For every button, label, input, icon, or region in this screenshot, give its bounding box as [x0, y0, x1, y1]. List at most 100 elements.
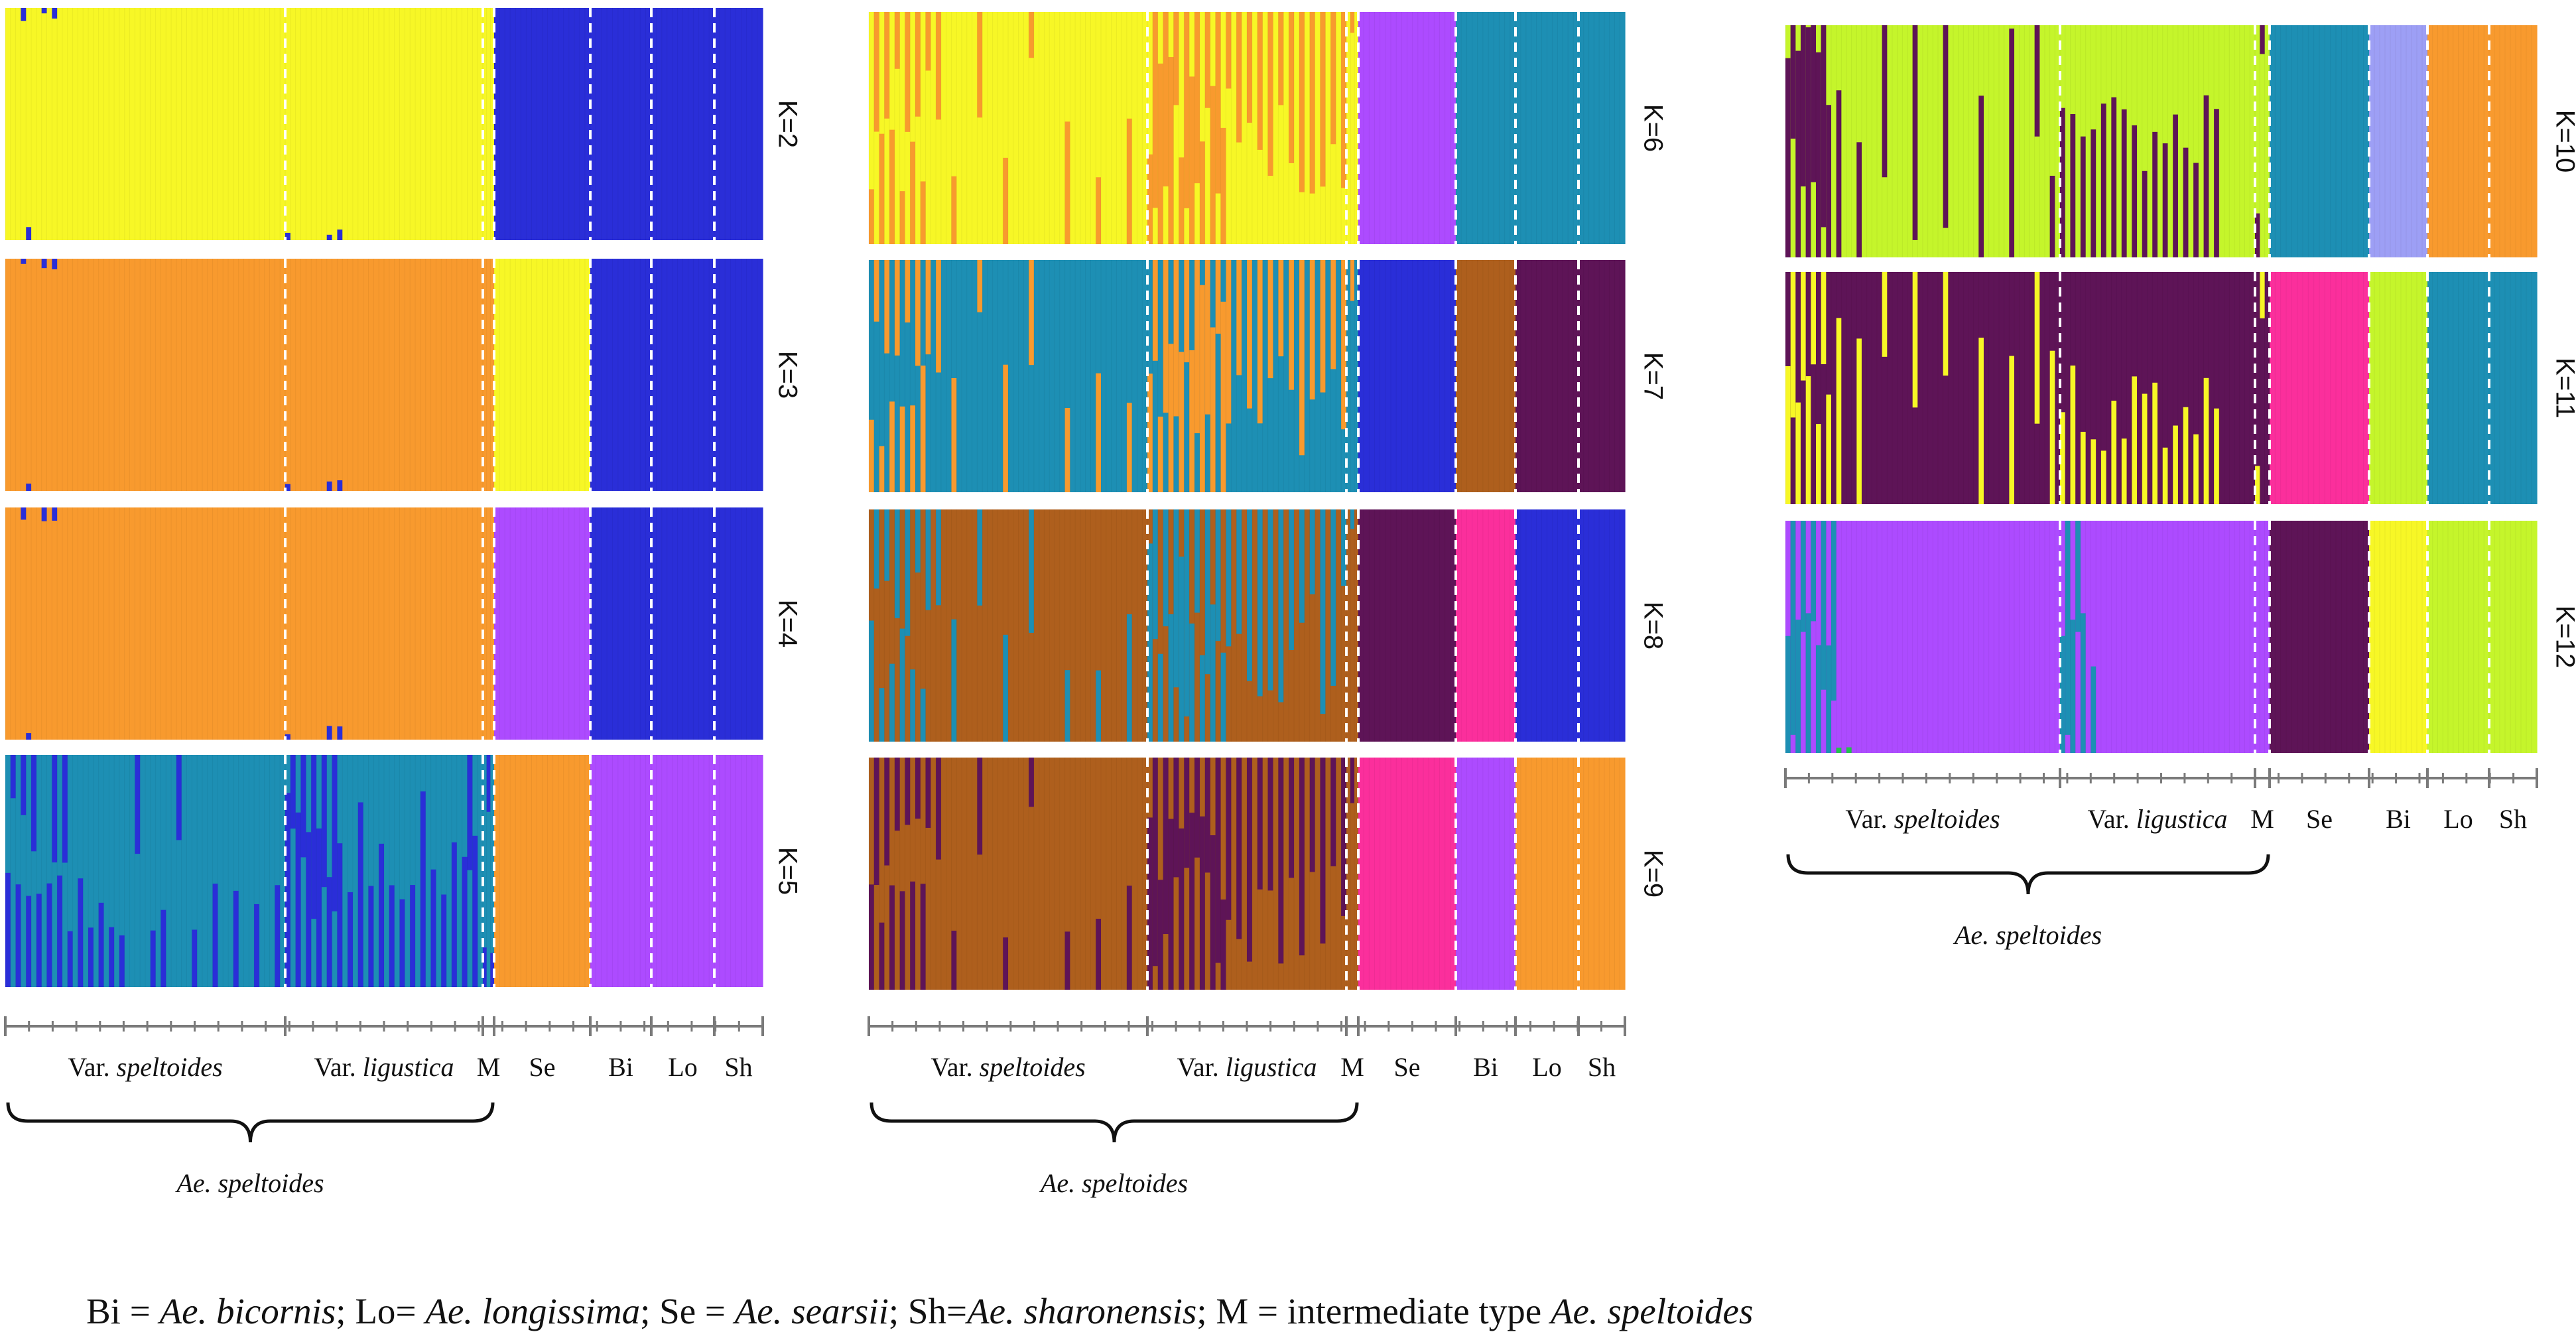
bar-Lo-9 — [698, 8, 704, 240]
bar-segment-admix — [1152, 260, 1159, 361]
bar-spV-17 — [956, 260, 962, 492]
bar-spV-0 — [868, 758, 875, 990]
bar-spV-6 — [899, 12, 906, 244]
bar-Bi-8 — [1498, 260, 1506, 492]
bar-segment-admix — [1309, 758, 1316, 872]
bar-segment-main — [629, 8, 635, 240]
group-label-var-ligustica: Var. ligustica — [1177, 1052, 1317, 1082]
bar-Se-13 — [1428, 509, 1435, 742]
bar-segment-main — [1494, 509, 1500, 742]
bar-liV-24 — [409, 507, 416, 740]
bar-segment-main — [212, 259, 218, 491]
bar-liV-8 — [2100, 25, 2107, 257]
bar-liV-1 — [290, 507, 296, 740]
bar-Lo-3 — [2442, 25, 2449, 257]
bar-segment-main — [899, 260, 906, 492]
bar-segment-main — [2264, 272, 2270, 504]
bar-Bi-7 — [2406, 25, 2412, 257]
bar-segment-main — [161, 507, 166, 740]
bar-Bi-9 — [1504, 12, 1511, 244]
bar-spV-10 — [920, 509, 927, 742]
group-label-sh: Sh — [724, 1052, 752, 1082]
bar-spV-40 — [212, 507, 218, 740]
bar-spV-2 — [879, 509, 885, 742]
bar-Sh-3 — [1593, 12, 1600, 244]
bar-segment-main — [656, 755, 663, 987]
bar-segment-main — [1494, 12, 1500, 244]
bar-spV-15 — [946, 509, 952, 742]
bar-liV-32 — [1315, 509, 1321, 742]
bar-segment-main — [321, 8, 328, 240]
bar-segment-admix — [910, 141, 916, 244]
bar-Se-16 — [1445, 758, 1451, 990]
bar-spV-22 — [982, 758, 988, 990]
bar-segment-admix — [1226, 758, 1232, 920]
bar-segment-admix — [889, 129, 895, 244]
bar-segment-main — [688, 259, 694, 491]
bar-segment-main — [552, 8, 559, 240]
bar-spV-49 — [1121, 758, 1127, 990]
bar-segment-main — [129, 8, 135, 240]
bar-liV-16 — [367, 755, 374, 987]
bar-segment-main — [348, 755, 354, 987]
bar-Bi-1 — [595, 507, 602, 740]
bar-segment-main — [1488, 509, 1494, 742]
bar-segment-main — [698, 8, 704, 240]
bar-segment-main — [129, 259, 135, 491]
bar-spV-11 — [925, 758, 931, 990]
bar-M-2 — [489, 507, 495, 740]
bar-segment-main — [1374, 260, 1381, 492]
bar-segment-main — [1070, 260, 1076, 492]
bar-Se-5 — [1385, 12, 1391, 244]
bar-segment-admix — [1320, 12, 1326, 187]
bar-Bi-1 — [1460, 758, 1467, 990]
bar-segment-main — [667, 507, 673, 740]
bar-segment-main — [1247, 12, 1253, 244]
bar-Bi-10 — [1510, 509, 1516, 742]
bar-Se-11 — [552, 507, 559, 740]
bar-segment-admix — [300, 755, 306, 858]
bar-spV-30 — [1023, 12, 1029, 244]
bar-segment-main — [714, 507, 720, 740]
bar-segment-main — [1578, 12, 1584, 244]
bar-segment-main — [1369, 509, 1376, 742]
bar-liV-23 — [404, 8, 411, 240]
bar-segment-main — [962, 509, 968, 742]
bar-segment-main — [436, 259, 442, 491]
bar-segment-main — [2280, 272, 2287, 504]
bar-segment-main — [1862, 25, 1868, 257]
bar-spV-36 — [1054, 12, 1061, 244]
bar-segment-main — [1541, 509, 1548, 742]
bar-Lo-3 — [667, 8, 673, 240]
bar-segment-main — [1938, 25, 1944, 257]
bar-liV-20 — [2162, 272, 2169, 504]
bar-spV-29 — [1018, 509, 1024, 742]
bar-segment-main — [93, 507, 99, 740]
bar-segment-main — [634, 507, 641, 740]
bar-segment-admix — [1816, 424, 1822, 504]
bar-liV-24 — [1272, 509, 1279, 742]
bar-segment-main — [1563, 758, 1569, 990]
bar-segment-main — [607, 755, 613, 987]
bar-spV-40 — [212, 755, 218, 987]
bar-liV-10 — [2110, 272, 2117, 504]
bar-segment-main — [1557, 12, 1563, 244]
bar-segment-main — [612, 8, 619, 240]
bar-segment-main — [1391, 260, 1397, 492]
bar-segment-main — [2297, 272, 2303, 504]
bar-segment-admix — [2142, 170, 2148, 257]
bar-segment-main — [1220, 758, 1227, 990]
bar-liV-33 — [1320, 260, 1326, 492]
bar-segment-main — [667, 259, 673, 491]
bar-segment-main — [1315, 758, 1321, 990]
bar-liV-19 — [383, 755, 390, 987]
bar-Se-5 — [520, 259, 527, 491]
bar-liV-24 — [409, 8, 416, 240]
bar-spV-2 — [1795, 25, 1801, 257]
bar-segment-main — [1461, 758, 1467, 990]
bar-liV-28 — [1293, 509, 1300, 742]
bar-segment-main — [1466, 758, 1473, 990]
bar-liV-11 — [1204, 12, 1211, 244]
bar-segment-main — [640, 8, 647, 240]
bar-spV-7 — [904, 12, 911, 244]
